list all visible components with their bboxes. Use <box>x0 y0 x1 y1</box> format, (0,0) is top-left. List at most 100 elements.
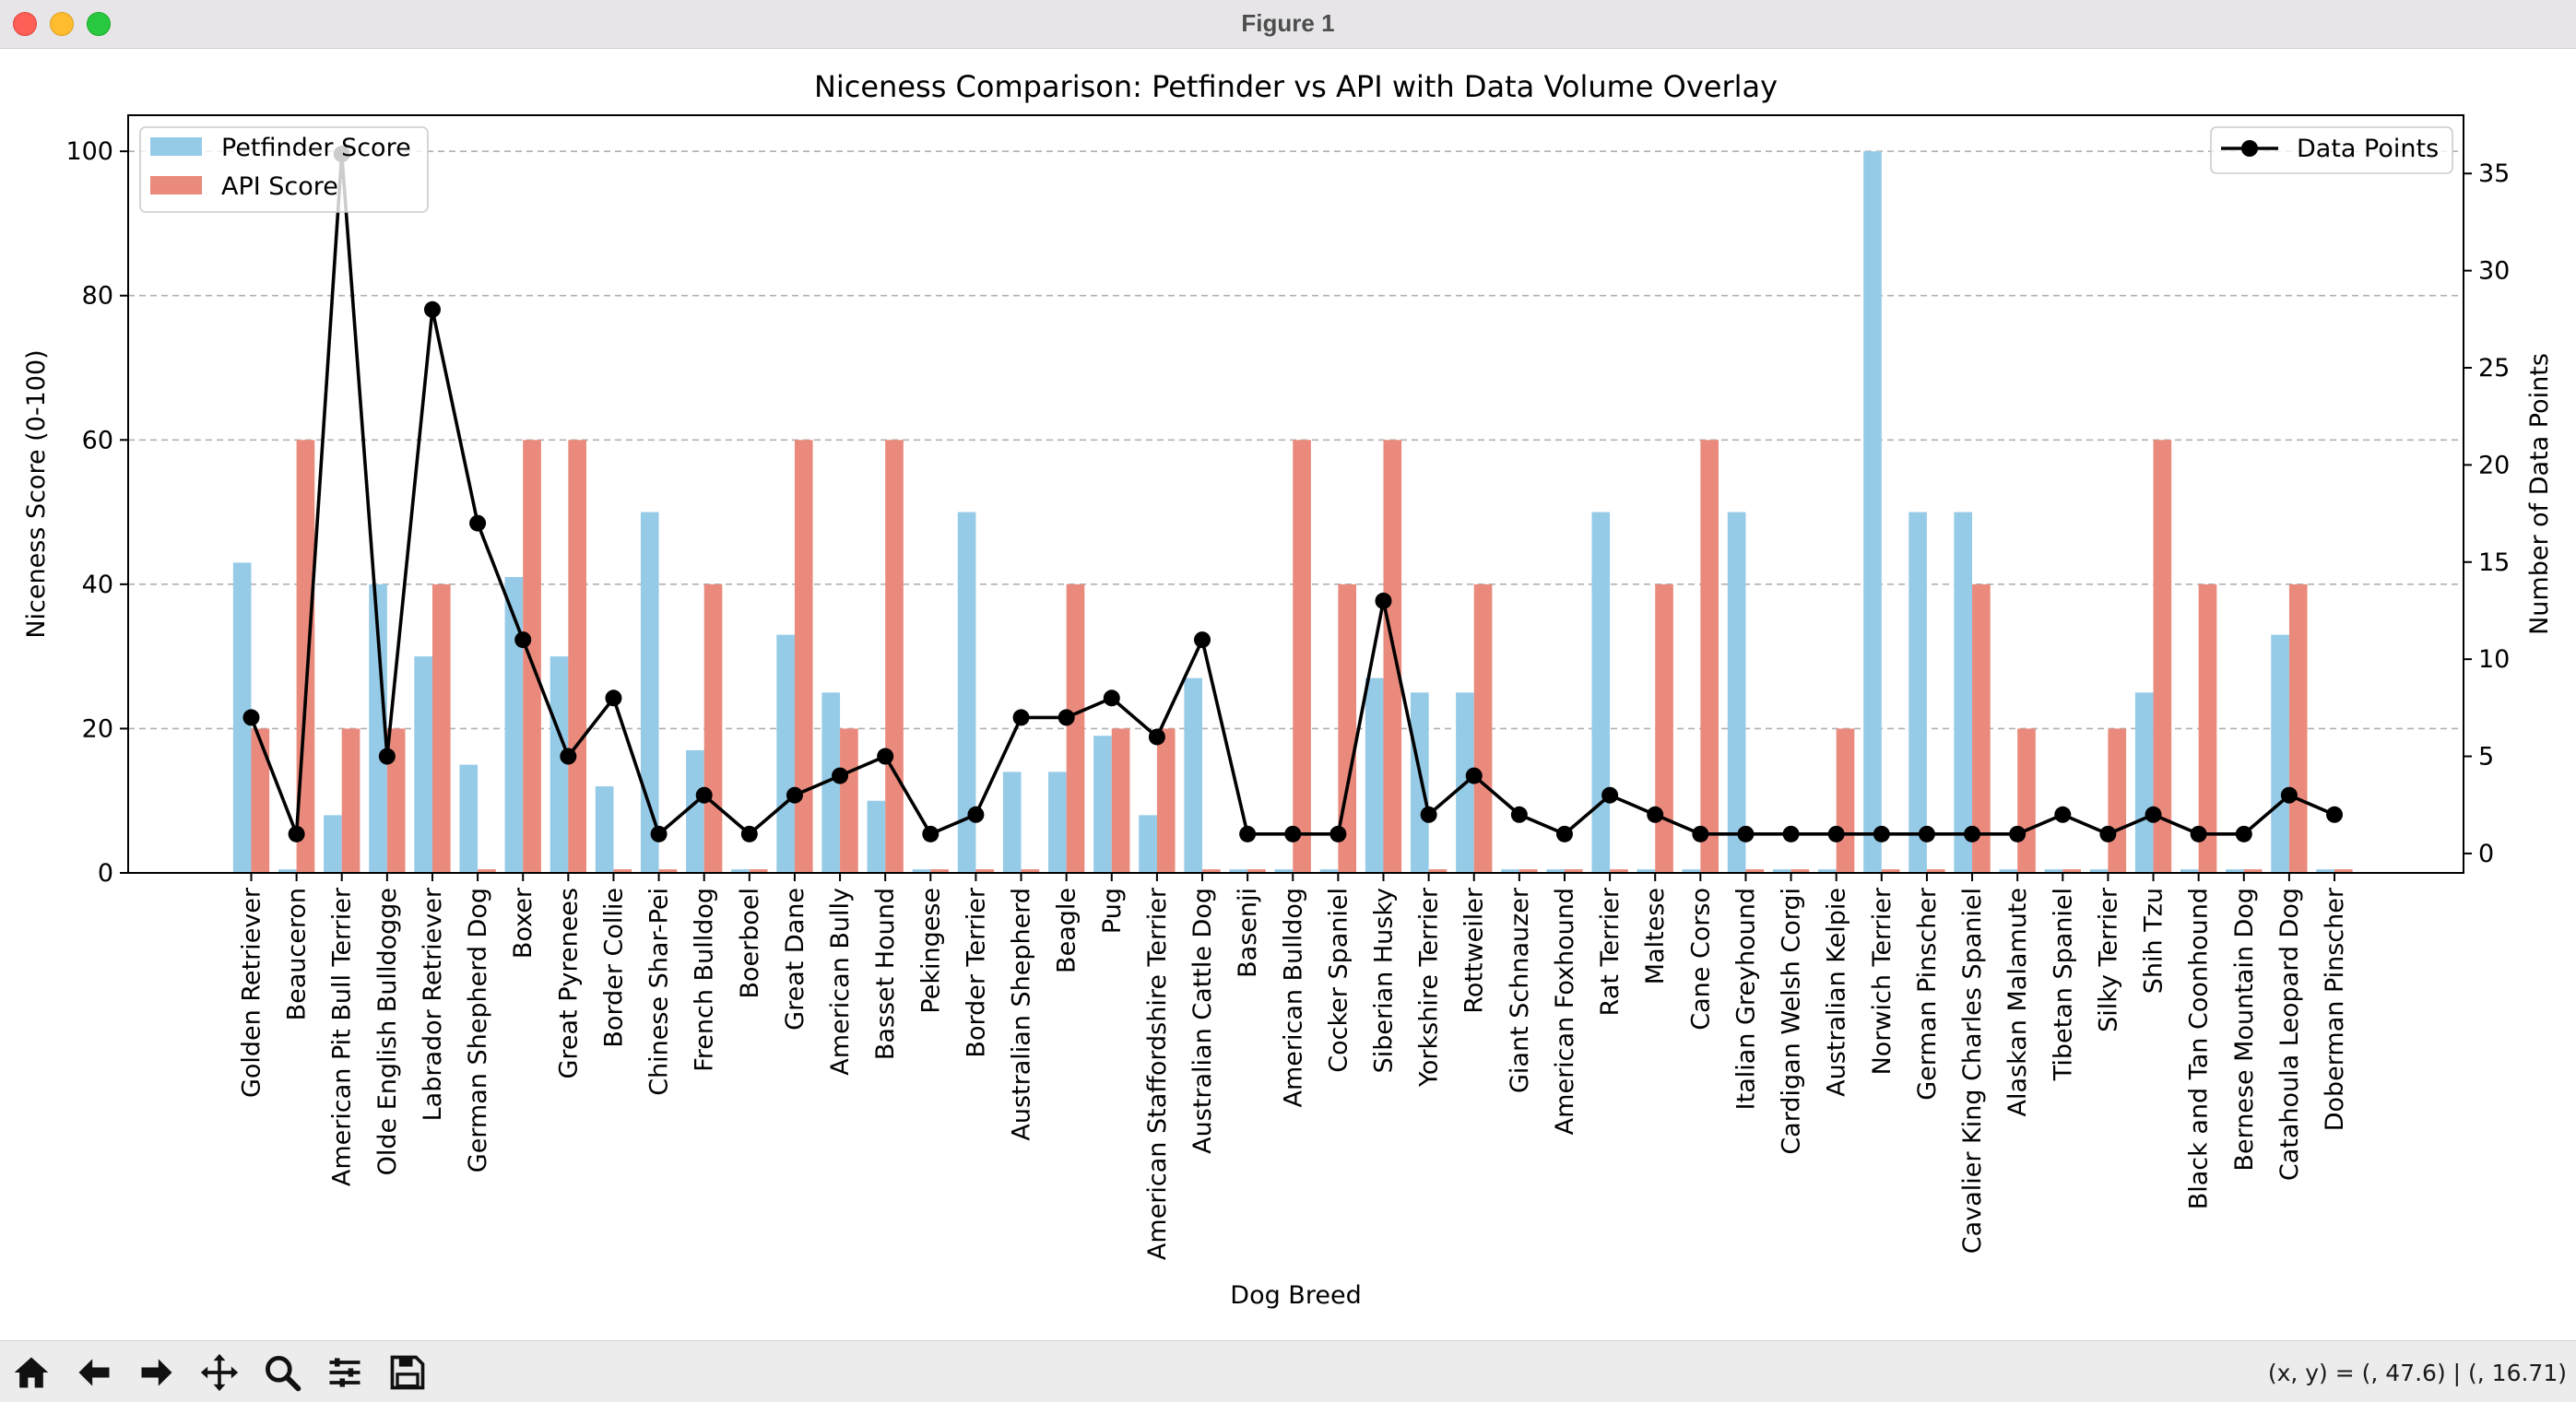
data-point-marker <box>423 300 441 318</box>
bar-api <box>431 583 451 873</box>
bar-api <box>840 728 858 873</box>
bar-petfinder <box>278 869 297 873</box>
data-point-marker <box>786 786 803 804</box>
x-tick-label: Cane Corso <box>1686 888 1715 1031</box>
bar-api <box>523 440 541 873</box>
y-right-tick-label: 25 <box>2478 354 2510 383</box>
bar-petfinder <box>2316 869 2335 873</box>
legend-label-data-points: Data Points <box>2297 135 2439 163</box>
x-tick-label: Australian Cattle Dog <box>1188 888 1217 1154</box>
data-point-marker <box>832 767 849 784</box>
legend-marker-data-points <box>2241 140 2258 157</box>
back-button[interactable] <box>68 1349 120 1396</box>
x-axis-label: Dog Breed <box>1230 1281 1361 1310</box>
legend-label-api: API Score <box>221 172 338 201</box>
bar-petfinder <box>369 583 387 873</box>
data-point-marker <box>1012 709 1030 726</box>
bar-api <box>1700 440 1719 873</box>
bar-petfinder <box>957 512 976 873</box>
data-point-marker <box>1782 825 1800 842</box>
window-titlebar: Figure 1 <box>0 0 2576 49</box>
x-tick-label: Cardigan Welsh Corgi <box>1778 888 1806 1155</box>
bar-petfinder <box>595 786 614 873</box>
x-tick-label: Cavalier King Charles Spaniel <box>1958 888 1987 1254</box>
x-tick-label: Giant Schnauzer <box>1506 887 1534 1093</box>
cursor-coordinates: (x, y) = (, 47.6) | (, 16.71) <box>2267 1360 2567 1386</box>
data-point-marker <box>1148 728 1165 746</box>
bar-api <box>749 869 768 873</box>
bar-petfinder <box>459 764 479 873</box>
bar-petfinder <box>1365 677 1384 873</box>
bar-petfinder <box>1863 151 1882 874</box>
y-tick-label: 20 <box>82 714 113 743</box>
data-point-marker <box>2145 806 2162 823</box>
bar-petfinder <box>731 869 750 873</box>
bar-petfinder <box>1229 869 1248 873</box>
bar-petfinder <box>1410 692 1429 873</box>
x-tick-label: Yorkshire Terrier <box>1415 887 1444 1088</box>
x-tick-label: American Bulldog <box>1279 888 1307 1108</box>
x-tick-label: Olde English Bulldogge <box>373 888 402 1175</box>
bar-petfinder <box>640 512 659 873</box>
bar-petfinder <box>2134 692 2154 873</box>
bar-petfinder <box>1546 869 1565 873</box>
data-point-marker <box>2009 825 2027 842</box>
x-tick-label: Siberian Husky <box>1370 888 1399 1073</box>
forward-button[interactable] <box>131 1349 183 1396</box>
x-tick-label: Golden Retriever <box>238 887 266 1098</box>
bar-api <box>1338 583 1357 873</box>
x-tick-label: Pekingese <box>916 888 945 1014</box>
bar-petfinder <box>1591 512 1611 873</box>
bar-petfinder <box>1093 736 1112 873</box>
bar-petfinder <box>549 656 569 873</box>
maximize-window-button[interactable] <box>87 12 111 36</box>
data-point-marker <box>1918 825 1935 842</box>
bar-petfinder <box>1501 869 1519 873</box>
x-tick-label: Norwich Terrier <box>1868 887 1897 1075</box>
bar-api <box>1881 869 1900 873</box>
x-tick-label: American Bully <box>826 888 855 1076</box>
y-right-tick-label: 20 <box>2478 451 2510 479</box>
bar-api <box>930 869 949 873</box>
x-tick-label: Chinese Shar-Pei <box>645 888 674 1096</box>
bar-api <box>1156 728 1176 873</box>
x-tick-label: Great Pyrenees <box>554 888 583 1079</box>
data-point-marker <box>1420 806 1437 823</box>
chart-title: Niceness Comparison: Petfinder vs API wi… <box>814 69 1778 104</box>
save-button[interactable] <box>382 1349 433 1396</box>
x-tick-label: Rottweiler <box>1460 887 1489 1014</box>
bar-petfinder <box>1637 869 1656 873</box>
bar-petfinder <box>2089 869 2109 873</box>
bar-petfinder <box>686 749 704 873</box>
home-button[interactable] <box>6 1349 57 1396</box>
bar-petfinder <box>1682 869 1701 873</box>
x-tick-label: Border Collie <box>599 888 628 1048</box>
data-point-marker <box>1465 767 1483 784</box>
home-icon <box>14 1357 49 1388</box>
zoom-button[interactable] <box>256 1349 308 1396</box>
bar-petfinder <box>1184 677 1203 873</box>
y-tick-label: 80 <box>82 282 113 311</box>
x-tick-label: Black and Tan Coonhound <box>2185 888 2214 1209</box>
bar-api <box>1202 869 1221 873</box>
data-point-marker <box>378 748 396 765</box>
pan-button[interactable] <box>194 1349 245 1396</box>
data-point-marker <box>605 689 622 707</box>
close-window-button[interactable] <box>13 12 37 36</box>
legend-box-right <box>2210 126 2453 174</box>
bar-api <box>251 728 270 873</box>
x-tick-label: German Pinscher <box>1913 887 1942 1101</box>
bar-api <box>1745 869 1765 873</box>
data-point-marker <box>1964 825 1981 842</box>
configure-subplots-icon <box>329 1358 360 1387</box>
bar-petfinder <box>1727 512 1746 873</box>
y-right-tick-label: 35 <box>2478 159 2510 188</box>
legend-box-left <box>139 126 429 213</box>
x-tick-label: American Staffordshire Terrier <box>1143 887 1172 1260</box>
legend-swatch-petfinder <box>150 137 202 156</box>
x-tick-label: Beauceron <box>283 888 312 1020</box>
data-point-marker <box>1239 825 1257 842</box>
x-tick-label: Rat Terrier <box>1596 887 1625 1016</box>
minimize-window-button[interactable] <box>50 12 74 36</box>
configure-subplots-button[interactable] <box>319 1349 371 1396</box>
